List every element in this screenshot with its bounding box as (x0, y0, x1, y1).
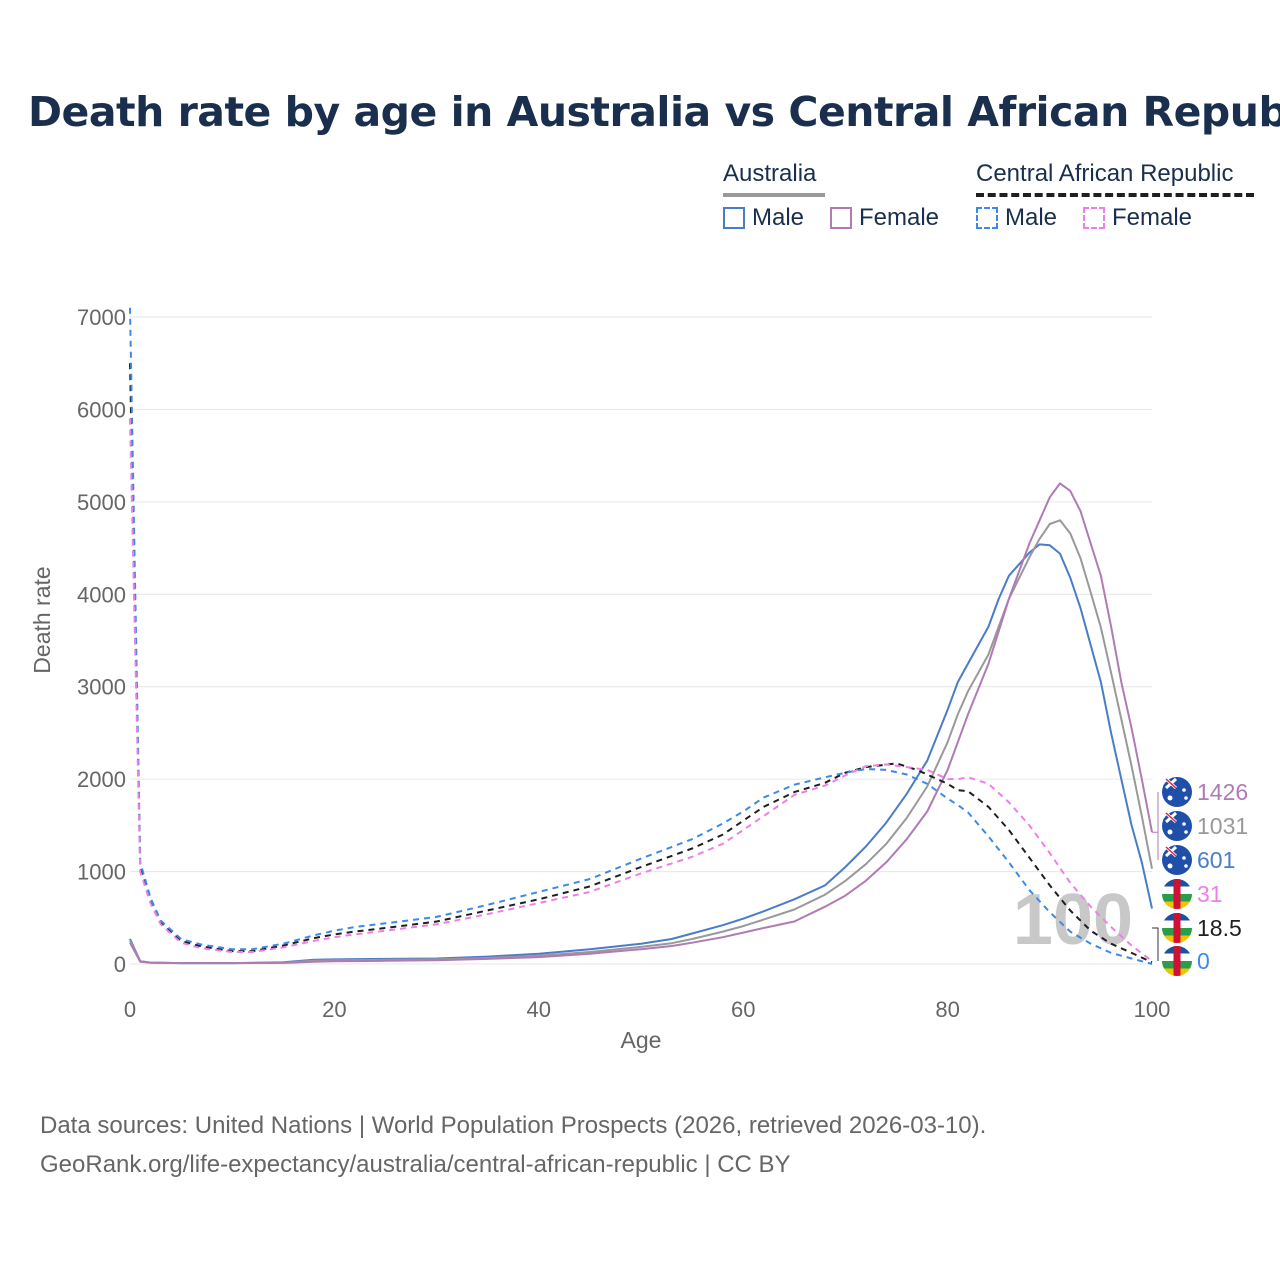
y-tick-label: 4000 (77, 582, 126, 607)
legend-swatch-car-female (1083, 207, 1105, 229)
end-label-central-african-republic-male: 0 (1162, 946, 1210, 976)
y-tick-label: 5000 (77, 490, 126, 515)
series-line-australia-female[interactable] (129, 482, 1153, 965)
car-flag-icon (1162, 879, 1192, 909)
flag-star (1184, 864, 1188, 868)
end-label-australia-male: 601 (1162, 845, 1235, 875)
end-label-value: 31 (1197, 881, 1223, 907)
flag-star (1167, 829, 1173, 835)
legend-group-car-line (976, 193, 1254, 197)
legend-label-car-female: Female (1112, 204, 1193, 231)
legend-label-car-male: Male (1005, 204, 1058, 231)
flag-band (1173, 946, 1181, 976)
legend-group-car[interactable]: Central African Republic (976, 160, 1234, 187)
legend-swatch-australia-female (830, 207, 852, 229)
end-label-connector (1152, 792, 1159, 860)
legend-swatch-car-male (976, 207, 998, 229)
car-flag-icon (1162, 913, 1192, 943)
flag-star (1182, 822, 1186, 826)
end-label-value: 1031 (1197, 813, 1248, 839)
legend: Australia Male Female Central African Re… (0, 160, 1280, 240)
grid-lines (130, 316, 1152, 965)
y-tick-label: 3000 (77, 675, 126, 700)
series-line-central-african-republic-female[interactable] (129, 418, 1153, 962)
footer-link[interactable]: GeoRank.org/life-expectancy/australia/ce… (40, 1151, 791, 1178)
series-line-central-african-republic-both[interactable] (129, 363, 1153, 964)
legend-item-australia-female[interactable]: Female (830, 204, 939, 232)
legend-swatch-australia-male (723, 207, 745, 229)
legend-item-car-female[interactable]: Female (1083, 204, 1192, 232)
x-tick-label: 0 (124, 997, 136, 1022)
x-axis-label: Age (621, 1027, 662, 1053)
y-tick-label: 0 (114, 952, 126, 977)
chart-title: Death rate by age in Australia vs Centra… (28, 88, 1280, 136)
flag-star (1167, 795, 1173, 801)
flag-band (1173, 913, 1181, 943)
legend-group-australia-line (723, 193, 825, 197)
x-tick-label: 60 (731, 997, 755, 1022)
y-tick-label: 6000 (77, 397, 126, 422)
end-label-central-african-republic-female: 31 (1162, 879, 1223, 909)
legend-label-australia-female: Female (859, 204, 940, 231)
end-label-value: 0 (1197, 948, 1210, 974)
legend-group-australia[interactable]: Australia (723, 160, 817, 187)
flag-star (1184, 796, 1188, 800)
series-line-australia-both[interactable] (129, 519, 1153, 965)
footer-source: Data sources: United Nations | World Pop… (40, 1112, 987, 1139)
end-label-value: 18.5 (1197, 915, 1242, 941)
y-axis-label: Death rate (29, 566, 55, 673)
x-tick-label: 100 (1134, 997, 1171, 1022)
footer: Data sources: United Nations | World Pop… (40, 1106, 986, 1184)
x-tick-label: 80 (935, 997, 959, 1022)
end-label-central-african-republic-both: 18.5 (1162, 913, 1242, 943)
end-label-australia-both: 1031 (1162, 811, 1248, 841)
series-line-australia-male[interactable] (129, 543, 1153, 965)
flag-saltire-red (1165, 846, 1177, 857)
end-labels: 1426 1031 601 31 18.5 0 (1152, 777, 1248, 976)
flag-star (1167, 863, 1173, 869)
y-tick-label: 1000 (77, 860, 126, 885)
y-axis-ticks: 0 1000 2000 3000 4000 5000 6000 7000 (77, 305, 126, 977)
series-line-central-african-republic-male[interactable] (129, 307, 1153, 965)
x-tick-label: 20 (322, 997, 346, 1022)
end-label-value: 1426 (1197, 779, 1248, 805)
flag-star (1182, 788, 1186, 792)
y-tick-label: 2000 (77, 767, 126, 792)
flag-band (1173, 879, 1181, 909)
flag-star (1184, 830, 1188, 834)
end-label-australia-female: 1426 (1162, 777, 1248, 807)
end-label-connector (1152, 927, 1159, 961)
end-label-value: 601 (1197, 847, 1235, 873)
flag-star (1182, 856, 1186, 860)
x-axis-ticks: 0 20 40 60 80 100 (124, 997, 1170, 1022)
series-lines (129, 307, 1153, 965)
car-flag-icon (1162, 946, 1192, 976)
legend-item-australia-male[interactable]: Male (723, 204, 804, 232)
flag-saltire-red (1165, 812, 1177, 823)
legend-label-australia-male: Male (752, 204, 805, 231)
flag-saltire-red (1165, 778, 1177, 789)
legend-item-car-male[interactable]: Male (976, 204, 1057, 232)
x-tick-label: 40 (527, 997, 551, 1022)
y-tick-label: 7000 (77, 305, 126, 330)
